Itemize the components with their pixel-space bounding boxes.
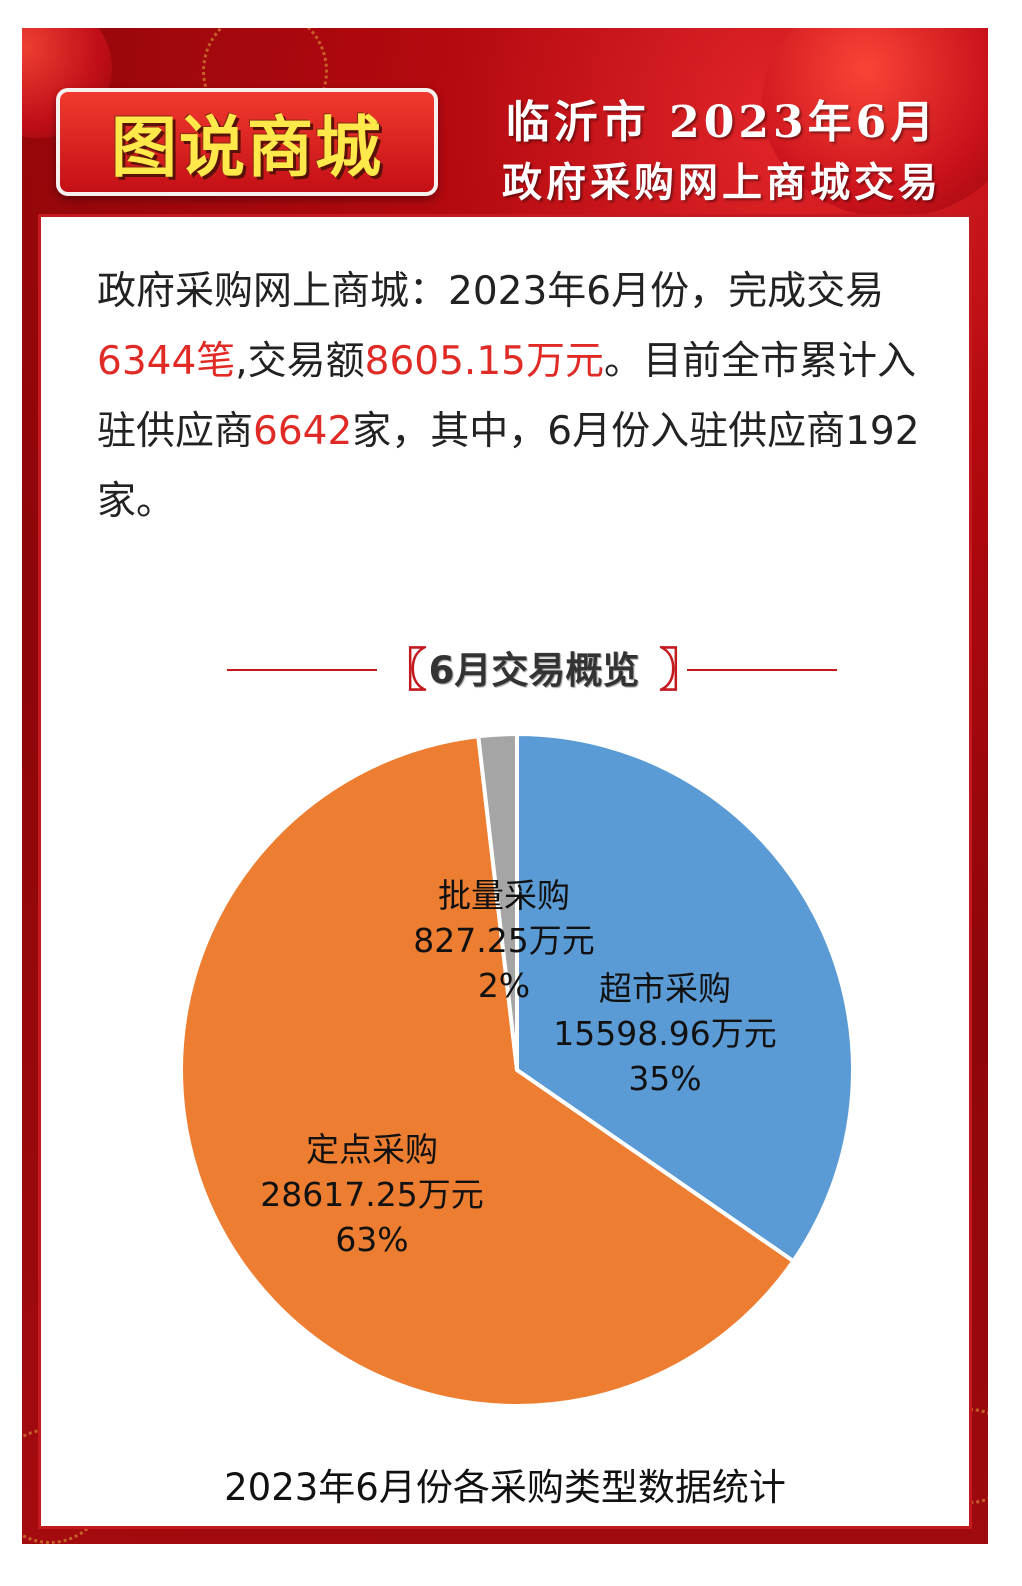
page-title-line2: 政府采购网上商城交易 <box>502 159 942 206</box>
section-title: 6月交易概览 <box>428 649 640 692</box>
badge-title: 图说商城 <box>111 109 383 186</box>
content-panel: 政府采购网上商城：2023年6月份，完成交易 6344笔,交易额8605.15万元… <box>38 214 972 1529</box>
poster-background: 图说商城 临沂市 2023年6月 政府采购网上商城交易 政府采购网上商城：202… <box>22 28 988 1544</box>
slice-label-value: 827.25万元 <box>413 921 594 960</box>
slice-label-name: 定点采购 <box>306 1130 438 1169</box>
divider-line <box>687 669 837 671</box>
slice-label-name: 批量采购 <box>438 876 570 915</box>
slice-label-value: 28617.25万元 <box>260 1175 483 1214</box>
pie-slice <box>515 731 855 1264</box>
pie-slice <box>179 734 797 1408</box>
bracket-left-icon: 〖 <box>381 643 427 697</box>
section-header: 〖 6月交易概览 〗 <box>41 641 969 701</box>
orders-count: 6344笔 <box>97 339 236 384</box>
supplier-count: 6642 <box>253 409 353 454</box>
chart-caption: 2023年6月份各采购类型数据统计 <box>224 1466 786 1509</box>
trade-amount: 8605.15万元 <box>364 339 604 384</box>
intro-text: 。目前全市累计入驻供应商 <box>97 339 916 454</box>
badge: 图说商城 <box>56 88 438 196</box>
slice-label-value: 15598.96万元 <box>553 1014 776 1053</box>
page-title-line1: 临沂市 2023年6月 <box>505 97 939 148</box>
slice-label-percent: 63% <box>335 1220 408 1259</box>
intro-text: 政府采购网上商城：2023年6月份，完成交易 <box>97 269 885 314</box>
pie-chart: 超市采购 15598.96万元 35% 定点采购 28617.25万元 63% 批量采购 82… <box>179 731 855 1408</box>
pie-slice <box>476 731 519 1071</box>
divider-line <box>227 669 377 671</box>
intro-text: ,交易额 <box>235 339 365 384</box>
slice-label-percent: 2% <box>478 966 530 1005</box>
intro-paragraph: 政府采购网上商城：2023年6月份，完成交易 6344笔,交易额8605.15万元… <box>97 257 947 537</box>
slice-label-name: 超市采购 <box>599 969 731 1008</box>
intro-text: 家，其中，6月份入驻供应商192家。 <box>97 409 920 524</box>
slice-label-percent: 35% <box>628 1059 701 1098</box>
